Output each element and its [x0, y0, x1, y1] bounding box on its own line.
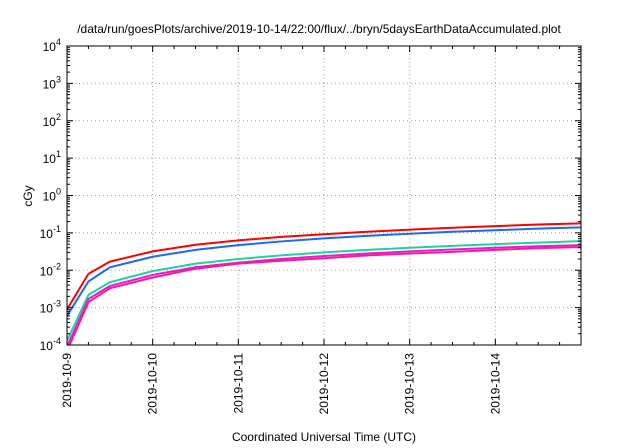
y-tick-label: 10-4: [40, 336, 61, 353]
y-tick-label: 10-2: [40, 261, 61, 278]
chart-title: /data/run/goesPlots/archive/2019-10-14/2…: [77, 22, 561, 36]
x-axis-label: Coordinated Universal Time (UTC): [232, 430, 416, 444]
series-line-2: [67, 226, 581, 317]
x-tick-label: 2019-10-13: [403, 353, 417, 415]
y-tick-label: 10-3: [40, 299, 61, 316]
x-tick-label: 2019-10-9: [60, 353, 74, 408]
series-line-1: [67, 222, 581, 310]
x-tick-label: 2019-10-12: [317, 353, 331, 415]
series-line-4: [67, 244, 581, 345]
y-tick-label: 103: [43, 74, 61, 91]
grid: [67, 46, 581, 345]
y-tick-label: 101: [43, 149, 61, 166]
series-line-3: [67, 240, 581, 342]
y-tick-label: 102: [43, 112, 61, 129]
y-tick-label: 104: [43, 37, 61, 54]
x-tick-label: 2019-10-11: [231, 353, 245, 414]
y-axis-label: cGy: [21, 185, 35, 206]
series-group: [67, 222, 581, 345]
y-tick-label: 100: [43, 187, 61, 204]
series-line-5: [68, 245, 581, 345]
x-tick-label: 2019-10-14: [488, 353, 502, 415]
x-tick-label: 2019-10-10: [146, 353, 160, 415]
axis-ticks: 10-4 10-3 10-2 10-1 100 101 102 103 104 2019-10-9…: [40, 37, 581, 414]
y-tick-label: 10-1: [40, 224, 61, 241]
